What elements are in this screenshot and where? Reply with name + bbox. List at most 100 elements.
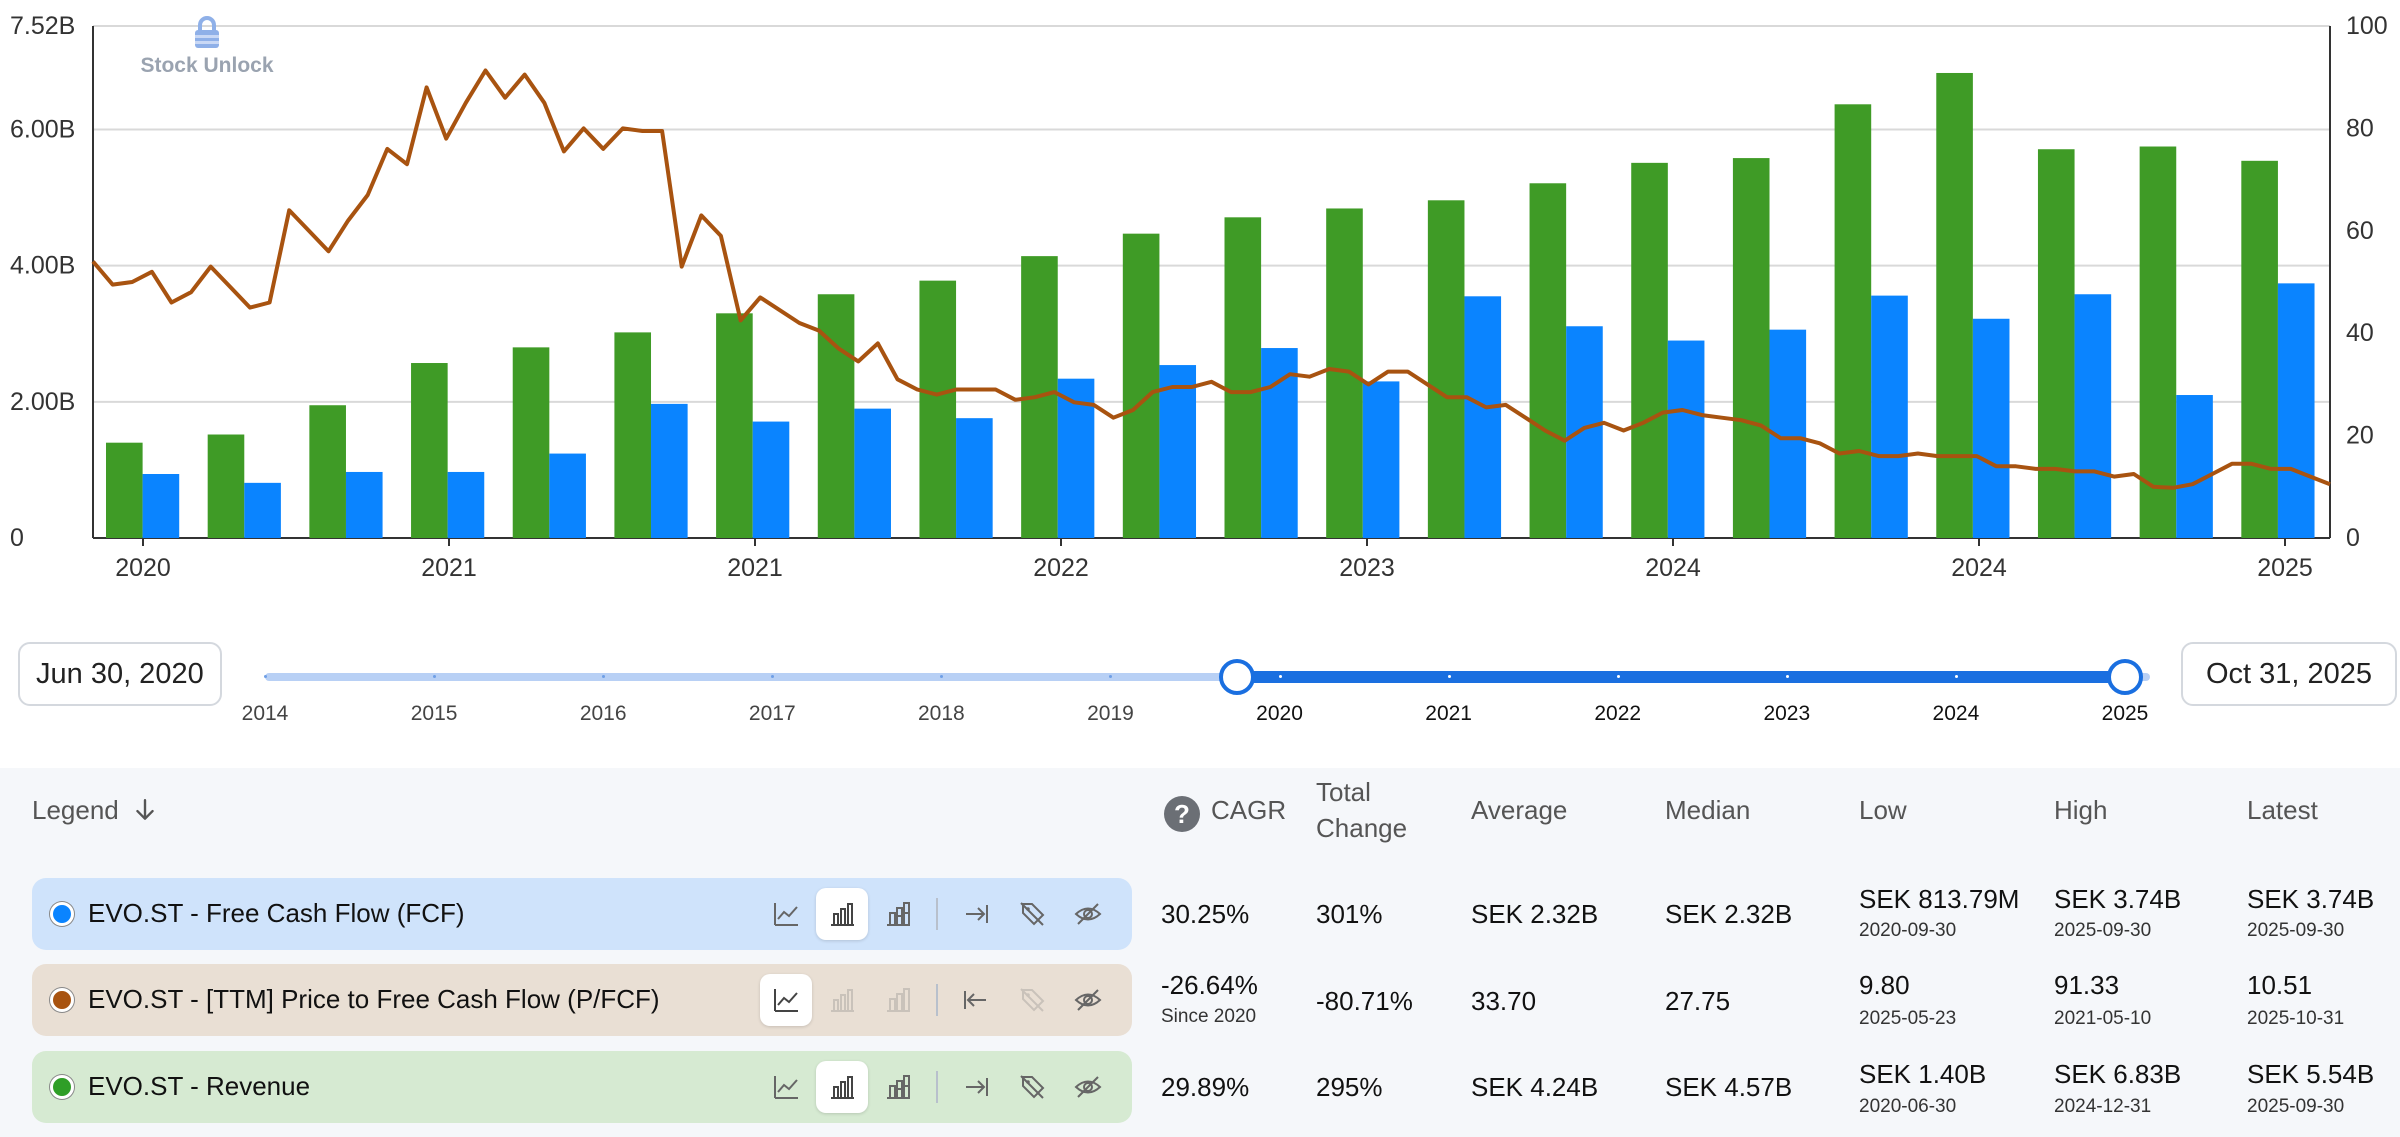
average-value: SEK 4.24B <box>1471 1072 1599 1102</box>
arrow-down-icon <box>136 799 154 820</box>
track-tick-dot <box>1109 675 1113 678</box>
track-tick-dot <box>1278 675 1282 678</box>
y-left-tick-label: 2.00B <box>10 388 75 416</box>
bar-chart-icon[interactable] <box>816 1061 868 1113</box>
fcf-bar <box>2277 283 2315 538</box>
series-color-dot[interactable] <box>50 1075 74 1099</box>
revenue-bar <box>411 363 448 538</box>
stacked-bar-icon[interactable] <box>872 1061 924 1113</box>
hide-series-icon[interactable] <box>1062 888 1114 940</box>
label-off-icon[interactable] <box>1006 888 1058 940</box>
x-tick-label: 2021 <box>727 554 783 582</box>
hide-series-icon[interactable] <box>1062 974 1114 1026</box>
high-date: 2025-09-30 <box>2054 920 2152 941</box>
high-date: 2024-12-31 <box>2054 1096 2152 1117</box>
median-value: SEK 2.32B <box>1665 899 1793 929</box>
track-tick-dot <box>1954 675 1958 678</box>
total-change-value: 295% <box>1316 1072 1383 1102</box>
low-date: 2020-09-30 <box>1859 920 1957 941</box>
axis-left-icon[interactable] <box>950 974 1002 1026</box>
latest-value: 10.51 <box>2247 970 2313 1000</box>
fcf-bar <box>1159 365 1197 538</box>
total-change-value: 301% <box>1316 899 1383 929</box>
track-tick-dot <box>433 675 437 678</box>
cagr-value: -26.64% <box>1161 970 1258 1000</box>
revenue-bar <box>1834 104 1872 538</box>
start-date-field[interactable]: Jun 30, 2020 <box>18 642 222 706</box>
revenue-bar <box>1427 200 1465 539</box>
fcf-bar <box>1464 296 1502 538</box>
revenue-bar <box>817 294 855 538</box>
series-color-dot[interactable] <box>50 902 74 926</box>
total-change-value: -80.71% <box>1316 986 1413 1016</box>
revenue-bar <box>512 347 550 538</box>
latest-value: SEK 5.54B <box>2247 1059 2375 1089</box>
series-toolbar <box>760 974 1132 1026</box>
revenue-bar <box>1122 233 1160 538</box>
revenue-bar <box>2241 160 2278 538</box>
fcf-bar <box>956 418 993 538</box>
average-value: SEK 2.32B <box>1471 899 1599 929</box>
range-start-handle[interactable] <box>1218 659 1255 695</box>
help-icon[interactable]: ? <box>1164 796 1200 832</box>
range-selected-track[interactable] <box>1236 671 2125 683</box>
revenue-bar <box>1326 208 1363 538</box>
line-chart-icon[interactable] <box>760 974 812 1026</box>
fcf-bar <box>549 453 586 538</box>
range-end-handle[interactable] <box>2107 659 2143 695</box>
range-track[interactable] <box>265 673 2150 681</box>
year-tick-label: 2021 <box>1425 702 1472 725</box>
y-right-tick-label: 100 <box>2346 12 2388 40</box>
series-color-dot[interactable] <box>50 988 74 1012</box>
low-value: SEK 1.40B <box>1859 1059 1987 1089</box>
revenue-bar <box>1529 183 1567 538</box>
track-tick-dot <box>1447 675 1451 678</box>
lock-icon <box>195 16 219 48</box>
fcf-bar <box>651 403 688 538</box>
line-chart-icon[interactable] <box>760 888 812 940</box>
track-tick-dot <box>940 675 944 678</box>
stacked-bar-icon[interactable] <box>872 888 924 940</box>
hide-series-icon[interactable] <box>1062 1061 1114 1113</box>
x-tick-label: 2023 <box>1339 554 1395 582</box>
line-chart-icon[interactable] <box>760 1061 812 1113</box>
revenue-bar <box>2037 149 2075 538</box>
cagr-value: 29.89% <box>1161 1072 1250 1102</box>
legend-row-pfcf[interactable]: EVO.ST - [TTM] Price to Free Cash Flow (… <box>32 964 1132 1036</box>
revenue-bar <box>207 434 245 538</box>
track-tick-dot <box>1785 675 1789 678</box>
high-value: SEK 3.74B <box>2054 884 2182 914</box>
axis-right-icon[interactable] <box>950 1061 1002 1113</box>
legend-row-revenue[interactable]: EVO.ST - Revenue <box>32 1051 1132 1123</box>
bar-chart-icon[interactable] <box>816 888 868 940</box>
revenue-bar <box>716 313 753 538</box>
y-left-tick-label: 4.00B <box>10 252 75 280</box>
revenue-bar <box>614 332 652 538</box>
year-tick-label: 2014 <box>241 702 289 725</box>
bar-chart-icon[interactable] <box>816 974 868 1026</box>
label-off-icon[interactable] <box>1006 974 1058 1026</box>
fcf-bar <box>1667 340 1705 538</box>
end-date-field[interactable]: Oct 31, 2025 <box>2181 642 2397 706</box>
legend-header[interactable]: Legend <box>32 792 158 828</box>
toolbar-divider <box>936 1071 938 1103</box>
label-off-icon[interactable] <box>1006 1061 1058 1113</box>
stacked-bar-icon[interactable] <box>872 974 924 1026</box>
year-tick-label: 2016 <box>579 702 627 725</box>
latest-date: 2025-09-30 <box>2247 1096 2345 1117</box>
revenue-bar <box>2139 146 2177 539</box>
low-header: Low <box>1859 795 1907 825</box>
total-change-header-line2: Change <box>1316 813 1408 843</box>
y-right-tick-label: 40 <box>2346 319 2374 347</box>
toolbar-divider <box>936 898 938 930</box>
legend-row-fcf[interactable]: EVO.ST - Free Cash Flow (FCF) <box>32 878 1132 950</box>
fcf-bar <box>1871 295 1908 538</box>
series-name: EVO.ST - [TTM] Price to Free Cash Flow (… <box>88 984 660 1014</box>
revenue-bar <box>106 442 143 538</box>
year-tick-label: 2025 <box>2101 702 2149 725</box>
fcf-bar <box>1972 318 2010 538</box>
axis-right-icon[interactable] <box>950 888 1002 940</box>
year-tick-label: 2017 <box>748 702 796 725</box>
revenue-bar <box>309 405 346 538</box>
high-value: SEK 6.83B <box>2054 1059 2182 1089</box>
